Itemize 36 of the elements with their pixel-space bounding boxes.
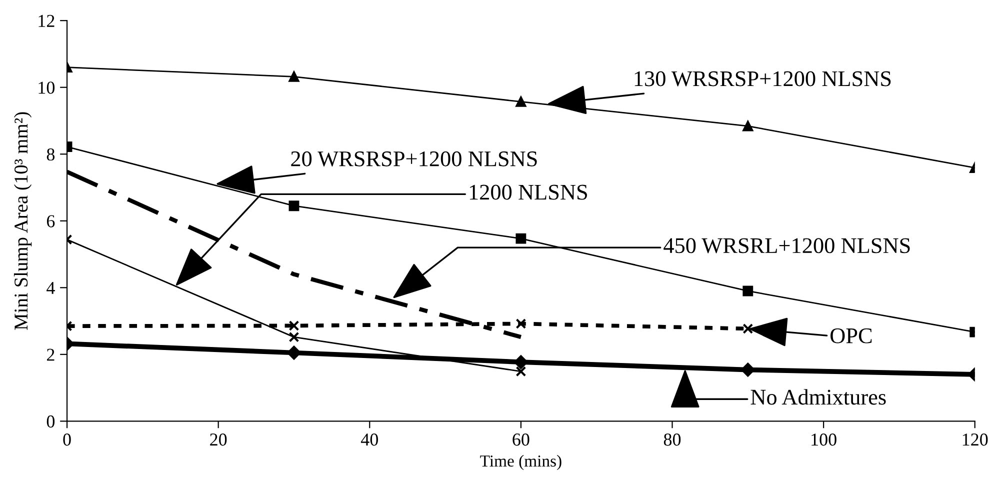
annotation: 1200 NLSNS [470,184,587,200]
y-tick-label: 12 [38,14,54,27]
x-tick-label: 120 [962,434,988,446]
x-tick-label: 40 [360,434,378,446]
x-tick-label: 60 [512,434,530,446]
y-axis-title: Mini Slump Area (10³ mm²) [14,112,32,330]
x-tick-label: 80 [664,434,681,446]
point [742,323,754,334]
y-tick-label: 2 [46,348,54,361]
x-tick-label: 20 [210,434,227,446]
point [288,320,300,331]
y-tick-label: 6 [46,215,55,228]
x-axis-title: Time (mins) [480,454,562,470]
point [514,355,528,370]
point [288,71,300,82]
point [288,200,300,212]
annotation: 20 WRSRSP+1200 NLSNS [291,151,537,166]
annotation: No Admixtures [750,389,886,405]
annotation: 130 WRSRSP+1200 NLSNS [634,71,891,86]
y-tick-label: 8 [46,148,55,161]
annotation: 450 WRSRL+1200 NLSNS [664,238,910,254]
point [742,286,754,296]
point [287,346,301,360]
y-tick-label: 10 [38,82,55,94]
point [742,120,754,132]
point [516,318,526,329]
point [288,332,300,342]
point [516,96,526,107]
point [516,233,526,244]
annotation: OPC [830,328,872,344]
point [516,366,526,377]
point [740,362,755,377]
y-tick-label: 0 [46,415,55,428]
y-tick-label: 4 [46,282,55,294]
x-tick-label: 100 [812,434,836,446]
x-tick-label: 0 [63,434,71,446]
